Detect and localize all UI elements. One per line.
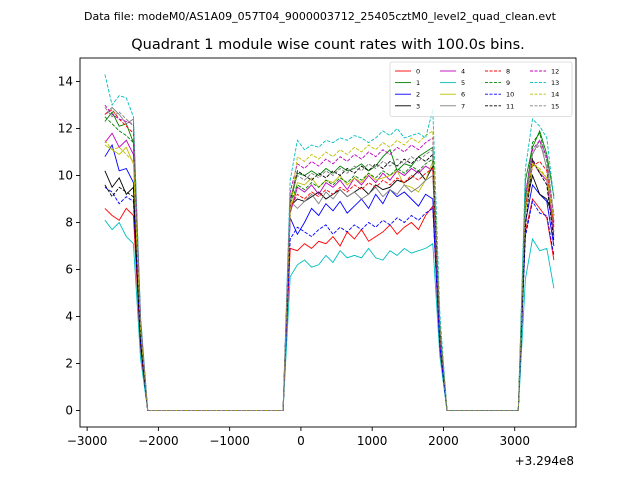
legend-label-11: 11 <box>506 102 514 110</box>
plot-area <box>80 58 576 427</box>
y-tick-label: 8 <box>65 216 73 230</box>
legend-label-9: 9 <box>506 79 510 87</box>
plot-frame <box>79 57 577 428</box>
y-tick-label: 10 <box>58 169 73 183</box>
x-tick-label: 2000 <box>428 434 459 448</box>
legend-label-15: 15 <box>551 102 559 110</box>
x-tick-label: 3000 <box>499 434 530 448</box>
legend-label-7: 7 <box>461 102 465 110</box>
x-tick-label: −3000 <box>67 434 108 448</box>
legend-label-13: 13 <box>551 79 559 87</box>
y-tick-label: 14 <box>58 75 73 89</box>
legend-label-2: 2 <box>416 91 420 99</box>
series-layer <box>104 74 555 411</box>
figure-suptitle: Data file: modeM0/AS1A09_057T04_90000037… <box>84 10 557 23</box>
y-tick-label: 12 <box>58 122 73 136</box>
legend-label-14: 14 <box>551 91 559 99</box>
legend-label-12: 12 <box>551 68 559 76</box>
series-line-13 <box>104 74 555 411</box>
legend-frame <box>389 61 573 117</box>
y-tick-label: 2 <box>65 357 73 371</box>
x-tick-label: −2000 <box>138 434 179 448</box>
legend-label-5: 5 <box>461 79 465 87</box>
series-line-15 <box>104 107 555 411</box>
legend-label-3: 3 <box>416 102 420 110</box>
legend-label-8: 8 <box>506 68 510 76</box>
x-tick-label: −1000 <box>209 434 250 448</box>
legend-label-10: 10 <box>506 91 514 99</box>
legend-label-1: 1 <box>416 79 420 87</box>
legend-label-4: 4 <box>461 68 465 76</box>
series-line-14 <box>104 130 555 411</box>
x-offset-text: +3.294e8 <box>515 454 574 468</box>
y-tick-label: 0 <box>65 404 73 418</box>
legend-label-0: 0 <box>416 68 420 76</box>
x-tick-label: 1000 <box>357 434 388 448</box>
legend-label-6: 6 <box>461 91 465 99</box>
y-tick-label: 6 <box>65 263 73 277</box>
y-tick-label: 4 <box>65 310 73 324</box>
x-tick-label: 0 <box>297 434 305 448</box>
chart-title: Quadrant 1 module wise count rates with … <box>131 37 525 53</box>
